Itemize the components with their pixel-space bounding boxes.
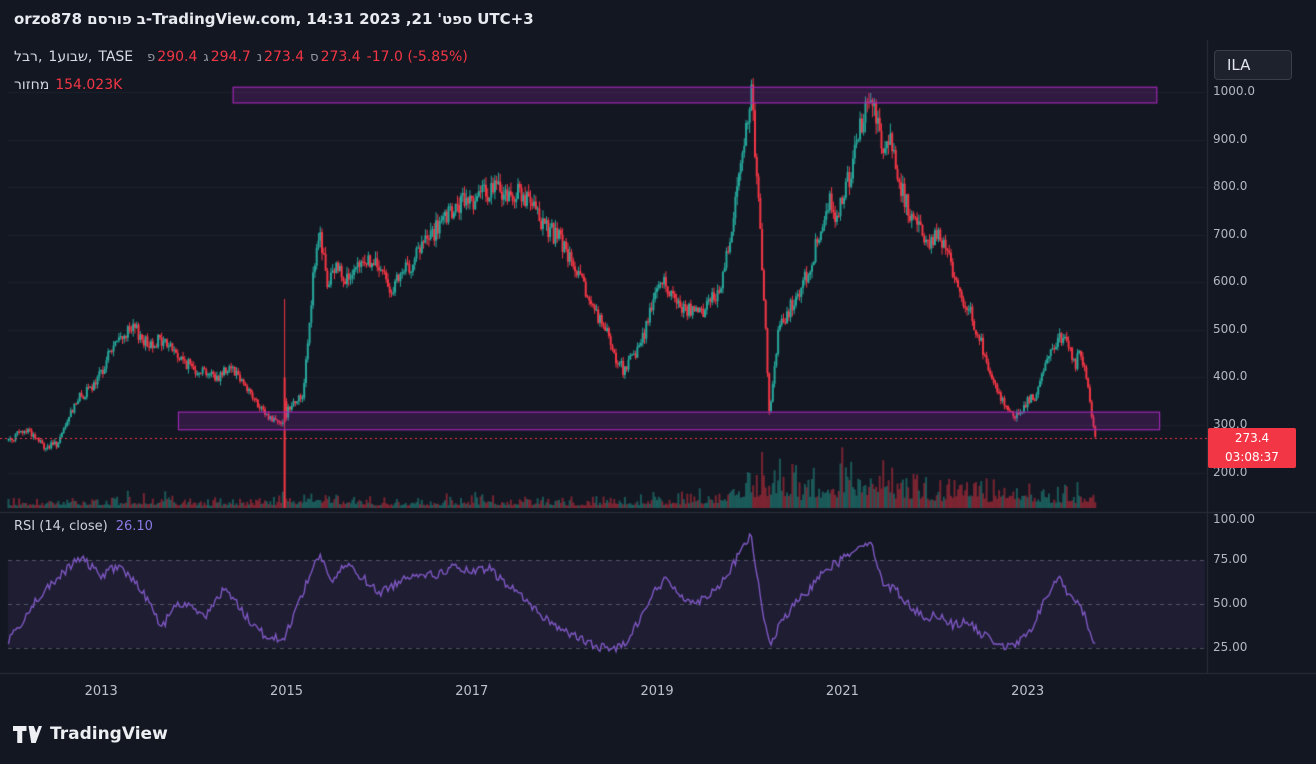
symbol-name: רבל, <box>14 49 43 65</box>
bar-countdown: 03:08:37 <box>1225 449 1279 464</box>
price-tick-label: 400.0 <box>1213 369 1248 384</box>
price-tick-label: 900.0 <box>1213 131 1248 146</box>
published-month: ספט' <box>437 10 473 28</box>
rsi-tick-label: 50.00 <box>1213 595 1248 610</box>
symbol-badge-label: ILA <box>1227 56 1251 74</box>
ohlc-high: ג 294.7 <box>203 49 250 65</box>
price-tick-label: 500.0 <box>1213 321 1248 336</box>
price-tick-label: 100.00 <box>1213 512 1255 527</box>
time-tick-label: 2023 <box>1011 684 1045 699</box>
close-label: ס <box>310 50 319 65</box>
author-name: orzo878 <box>14 10 83 28</box>
rsi-tick-label: 25.00 <box>1213 639 1248 654</box>
price-tick-label: 300.0 <box>1213 416 1248 431</box>
published-year: 2023 <box>359 10 401 28</box>
high-label: ג <box>203 50 209 65</box>
price-tick-label: 700.0 <box>1213 226 1248 241</box>
open-label: פ <box>147 50 156 65</box>
change-value: -17.0 (-5.85%) <box>366 49 468 65</box>
published-site: ב-TradingView.com, <box>136 10 302 28</box>
low-label: נ <box>256 50 263 65</box>
volume-label: מחזור <box>14 77 50 93</box>
time-tick-label: 2013 <box>84 684 118 699</box>
symbol-badge[interactable]: ILA <box>1214 50 1292 80</box>
symbol-interval: 1שבוע, <box>48 49 93 65</box>
publication-header: orzo878 פורסם ב-TradingView.com, 14:31 2… <box>14 10 534 28</box>
price-tick-label: 200.0 <box>1213 464 1248 479</box>
published-timezone: UTC+3 <box>477 10 534 28</box>
rsi-title: RSI (14, close) <box>14 519 108 534</box>
ohlc-open: פ 290.4 <box>147 49 197 65</box>
price-tick-label: 1000.0 <box>1213 83 1255 98</box>
time-tick-label: 2017 <box>455 684 489 699</box>
time-tick-label: 2015 <box>269 684 304 699</box>
time-tick-label: 2019 <box>640 684 674 699</box>
published-day: ,21 <box>405 10 433 28</box>
tradingview-brand: TradingView <box>50 724 168 744</box>
tradingview-logo-icon <box>13 725 42 743</box>
price-tick-label: 600.0 <box>1213 274 1248 289</box>
rsi-legend: RSI (14, close) 26.10 <box>14 519 153 534</box>
low-value: 273.4 <box>264 49 305 65</box>
published-time: 14:31 <box>306 10 355 28</box>
volume-legend: מחזור 154.023K <box>14 77 122 93</box>
tradingview-footer[interactable]: TradingView <box>12 724 168 744</box>
ohlc-low: נ 273.4 <box>257 49 304 65</box>
high-value: 294.7 <box>210 49 251 65</box>
volume-value: 154.023K <box>55 77 123 93</box>
current-price-label: 273.4 03:08:37 <box>1208 427 1296 468</box>
close-value: 273.4 <box>320 49 361 65</box>
current-price-value: 273.4 <box>1234 430 1270 445</box>
rsi-tick-label: 75.00 <box>1213 552 1248 567</box>
time-tick-label: 2021 <box>825 684 859 699</box>
ohlc-close: ס 273.4 <box>310 49 361 65</box>
symbol-exchange: TASE <box>98 49 134 65</box>
price-tick-label: 800.0 <box>1213 179 1248 194</box>
open-value: 290.4 <box>157 49 198 65</box>
published-word: פורסם <box>87 10 132 28</box>
rsi-value: 26.10 <box>115 519 153 534</box>
